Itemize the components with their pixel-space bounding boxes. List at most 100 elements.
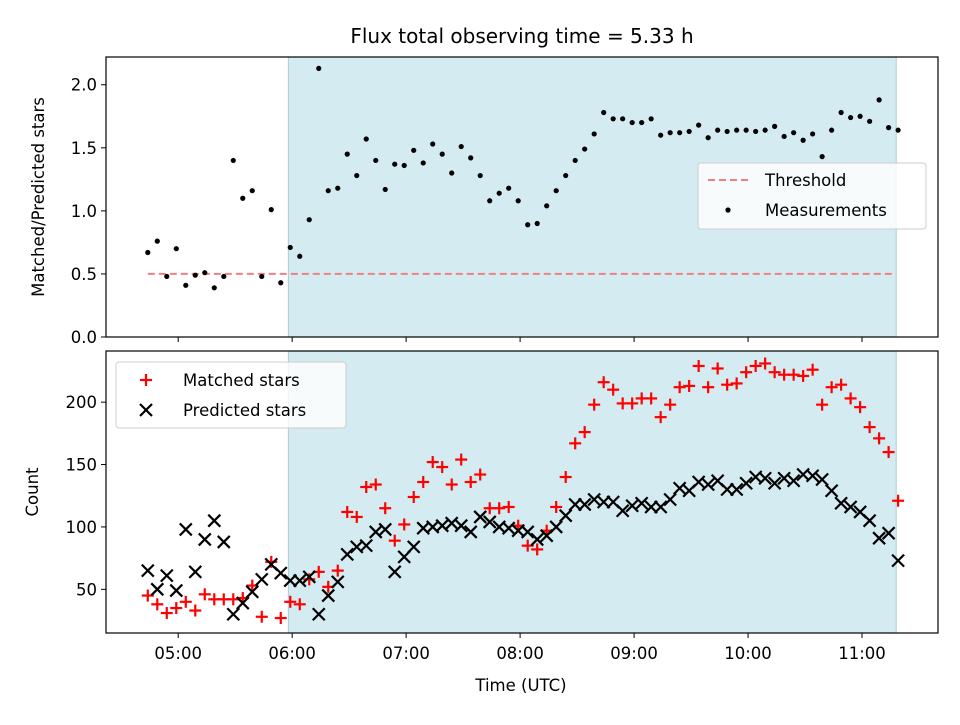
- bottom-matched-point: [787, 368, 800, 381]
- bottom-matched-point: [464, 476, 477, 489]
- bottom-matched-point: [198, 588, 211, 601]
- top-point: [591, 131, 597, 137]
- bottom-predicted-point: [378, 522, 393, 537]
- bottom-predicted-point: [549, 520, 563, 534]
- bottom-predicted-point: [226, 607, 241, 622]
- bottom-predicted-point: [188, 565, 203, 579]
- bottom-predicted-point: [235, 596, 250, 610]
- top-point: [506, 185, 512, 191]
- bottom-matched-point: [455, 453, 468, 466]
- bottom-matched-point: [189, 604, 202, 617]
- top-point: [335, 185, 341, 191]
- top-point: [819, 154, 825, 160]
- top-point: [268, 207, 274, 213]
- top-point: [373, 157, 379, 164]
- top-point: [810, 131, 816, 137]
- bottom-matched-point: [493, 502, 506, 515]
- top-ytick-label: 0.0: [71, 328, 97, 347]
- top-point: [306, 217, 312, 223]
- bottom-matched-point: [151, 598, 164, 611]
- bottom-matched-point: [749, 359, 762, 372]
- bottom-matched-point: [227, 593, 240, 606]
- top-point: [544, 203, 550, 209]
- bottom-axes-frame: [105, 350, 939, 634]
- top-point: [629, 119, 635, 126]
- bottom-matched-point: [160, 607, 173, 620]
- bottom-matched-point: [863, 421, 876, 434]
- legend-predicted-swatch: [139, 403, 153, 417]
- bottom-panel: 50 100 150 200 05:00 06:00 07:00 08:00 09:00 10:0…: [66, 350, 939, 663]
- bottom-matched-point: [284, 595, 297, 608]
- top-point: [297, 253, 303, 259]
- bottom-matched-point: [626, 397, 639, 410]
- legend-matched-swatch: [140, 374, 152, 386]
- bottom-xtick-label: 11:00: [838, 644, 886, 663]
- top-point: [515, 198, 521, 204]
- top-point: [259, 273, 265, 280]
- bottom-predicted-point: [340, 547, 355, 562]
- bottom-predicted-point: [881, 526, 896, 540]
- legend-predicted-label: Predicted stars: [183, 401, 306, 420]
- bottom-matched-point: [331, 564, 344, 577]
- bottom-predicted-point: [558, 508, 573, 523]
- bottom-ytick-label: 150: [66, 456, 98, 475]
- bottom-matched-point: [673, 381, 686, 394]
- top-point: [154, 238, 160, 244]
- bottom-matched-point: [550, 500, 563, 513]
- bottom-predicted-point: [891, 553, 905, 568]
- bottom-matched-point: [502, 500, 515, 513]
- bottom-xtick-label: 07:00: [382, 644, 430, 663]
- bottom-predicted-point: [520, 525, 535, 539]
- bottom-matched-point: [531, 543, 544, 556]
- bottom-predicted-point: [577, 497, 592, 512]
- top-point: [439, 151, 445, 157]
- top-point: [477, 172, 483, 179]
- bottom-matched-point: [274, 612, 287, 625]
- top-point: [753, 128, 759, 135]
- bottom-ytick-label: 50: [76, 580, 97, 599]
- top-point: [173, 246, 179, 252]
- bottom-predicted-point: [872, 531, 886, 545]
- bottom-matched-point: [559, 471, 572, 484]
- bottom-predicted-point: [387, 565, 402, 579]
- top-axes-frame: [105, 56, 939, 338]
- top-point: [496, 190, 502, 196]
- top-point: [857, 113, 863, 119]
- bottom-matched-point: [759, 357, 772, 370]
- bottom-predicted-point: [739, 476, 753, 491]
- bottom-matched-point: [768, 366, 781, 379]
- bottom-predicted-point: [302, 570, 317, 584]
- bottom-matched-point: [873, 432, 886, 445]
- top-ytick-label: 2.0: [71, 76, 97, 95]
- bottom-matched-point: [293, 598, 306, 611]
- top-point: [724, 128, 730, 135]
- bottom-matched-point: [170, 602, 183, 615]
- bottom-matched-point: [388, 534, 401, 547]
- top-point: [287, 244, 293, 251]
- bottom-predicted-point: [330, 575, 345, 589]
- bottom-predicted-point: [273, 566, 288, 580]
- top-point: [382, 186, 388, 193]
- top-point: [249, 188, 255, 194]
- bottom-matched-point: [654, 411, 667, 424]
- bottom-legend-box: [115, 361, 347, 429]
- top-point: [601, 109, 607, 116]
- bottom-predicted-point: [216, 535, 231, 549]
- top-point: [791, 130, 797, 136]
- bottom-predicted-point: [767, 476, 782, 491]
- bottom-predicted-point: [805, 469, 820, 483]
- top-point: [458, 143, 464, 150]
- bottom-matched-point: [825, 381, 838, 394]
- top-point: [639, 119, 645, 126]
- top-ytick-label: 0.5: [71, 265, 97, 284]
- bottom-matched-point: [588, 398, 601, 411]
- top-point: [553, 188, 559, 194]
- top-point: [743, 127, 749, 133]
- bottom-matched-point: [578, 426, 591, 439]
- top-point: [192, 272, 198, 278]
- top-legend: Threshold Measurements: [697, 162, 927, 230]
- bottom-matched-point: [692, 359, 705, 372]
- bottom-predicted-point: [141, 563, 155, 578]
- top-point: [705, 135, 711, 141]
